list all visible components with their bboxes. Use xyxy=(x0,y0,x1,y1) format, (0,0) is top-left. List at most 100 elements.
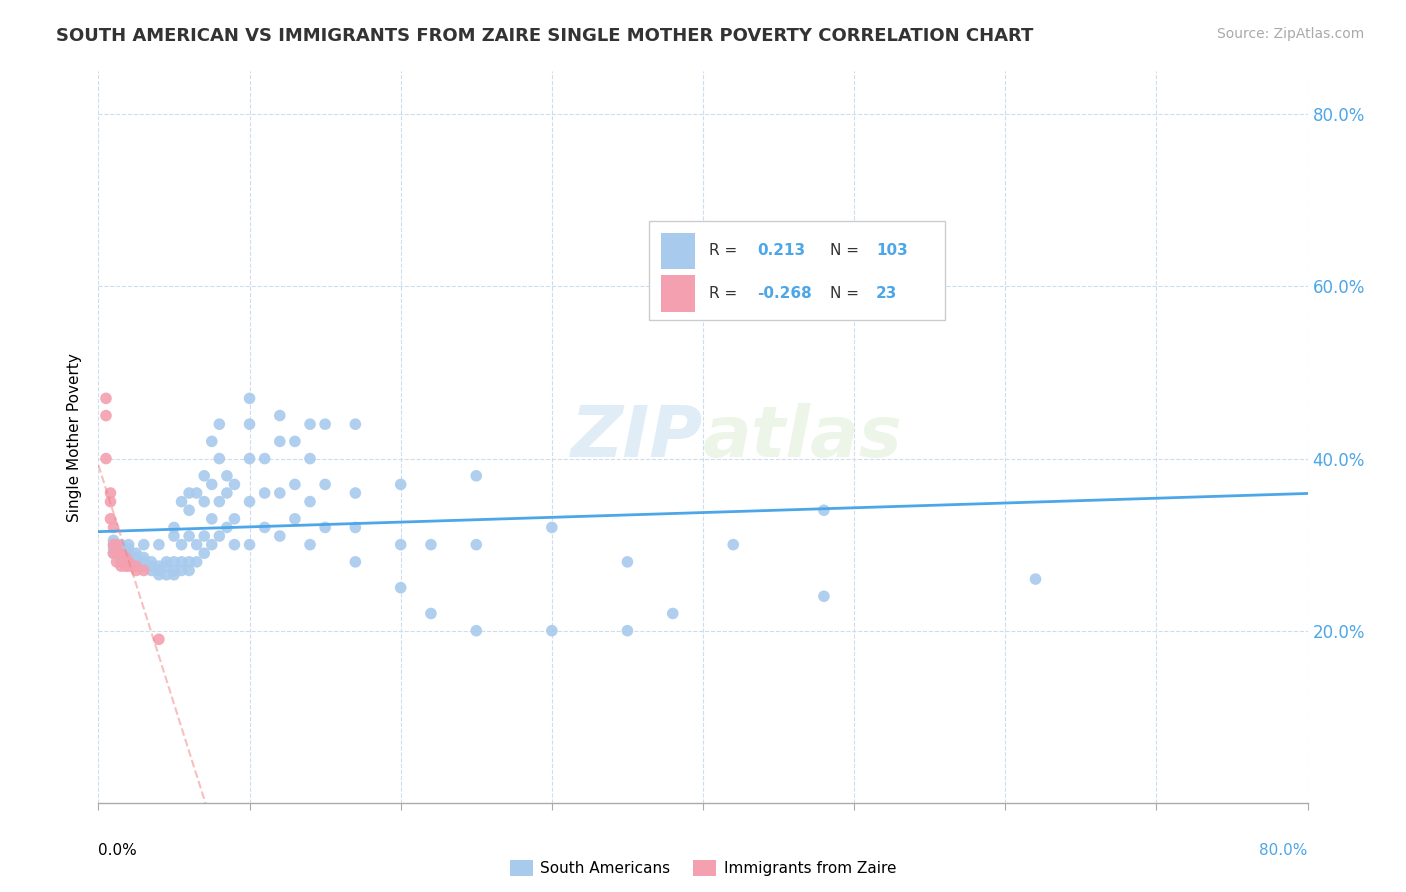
Point xyxy=(253,520,276,534)
Point xyxy=(179,503,201,517)
Text: atlas: atlas xyxy=(703,402,903,472)
Point xyxy=(239,494,262,508)
Y-axis label: Single Mother Poverty: Single Mother Poverty xyxy=(67,352,83,522)
Point xyxy=(148,567,170,582)
Point xyxy=(269,486,291,500)
Point xyxy=(148,632,170,647)
Point xyxy=(170,538,193,552)
Point xyxy=(269,409,291,423)
Point xyxy=(540,520,562,534)
Point xyxy=(253,486,276,500)
Point xyxy=(141,564,163,578)
Point xyxy=(540,624,562,638)
Point xyxy=(284,512,307,526)
Point xyxy=(163,520,186,534)
Bar xyxy=(648,221,945,320)
Point xyxy=(103,538,125,552)
Point xyxy=(170,494,193,508)
Point xyxy=(269,434,291,449)
Point xyxy=(465,468,488,483)
Point xyxy=(105,538,128,552)
Point xyxy=(132,559,155,574)
Point xyxy=(163,529,186,543)
Point xyxy=(110,559,132,574)
Point xyxy=(155,555,177,569)
Point xyxy=(141,559,163,574)
Point xyxy=(118,541,141,556)
Point xyxy=(224,477,246,491)
Point xyxy=(201,512,224,526)
Point xyxy=(215,520,238,534)
Point xyxy=(186,555,208,569)
Point xyxy=(284,477,307,491)
Point xyxy=(100,486,122,500)
Point xyxy=(813,589,835,603)
Text: 103: 103 xyxy=(876,244,908,259)
Point xyxy=(201,477,224,491)
Point xyxy=(465,624,488,638)
Text: ZIP: ZIP xyxy=(571,402,703,472)
Text: Source: ZipAtlas.com: Source: ZipAtlas.com xyxy=(1216,27,1364,41)
Point xyxy=(179,555,201,569)
Point xyxy=(170,555,193,569)
Point xyxy=(94,451,117,466)
Point xyxy=(103,520,125,534)
Point xyxy=(389,581,412,595)
Point xyxy=(132,550,155,565)
Point xyxy=(110,550,132,565)
Point xyxy=(179,564,201,578)
Point xyxy=(918,227,941,242)
Point xyxy=(163,564,186,578)
Point xyxy=(269,529,291,543)
Point xyxy=(344,520,367,534)
Point xyxy=(132,555,155,569)
Point xyxy=(103,546,125,560)
Text: N =: N = xyxy=(830,244,863,259)
Point xyxy=(103,533,125,548)
Point xyxy=(208,494,231,508)
Point xyxy=(103,541,125,556)
Point xyxy=(344,417,367,432)
Point xyxy=(100,494,122,508)
Point xyxy=(148,564,170,578)
Point xyxy=(114,559,136,574)
Point xyxy=(100,512,122,526)
Legend: South Americans, Immigrants from Zaire: South Americans, Immigrants from Zaire xyxy=(503,855,903,882)
Point xyxy=(723,538,745,552)
Point xyxy=(186,538,208,552)
Point xyxy=(103,538,125,552)
Point xyxy=(215,486,238,500)
Point xyxy=(193,468,215,483)
Point xyxy=(314,477,336,491)
Point xyxy=(299,417,322,432)
Text: -0.268: -0.268 xyxy=(758,286,813,301)
Point xyxy=(125,555,148,569)
Point xyxy=(1024,572,1046,586)
Point xyxy=(208,417,231,432)
Point xyxy=(155,559,177,574)
Point xyxy=(201,538,224,552)
Point xyxy=(125,559,148,574)
Point xyxy=(239,538,262,552)
Point xyxy=(105,555,128,569)
Point xyxy=(389,538,412,552)
Point xyxy=(148,559,170,574)
Point xyxy=(239,451,262,466)
Point xyxy=(284,434,307,449)
Point xyxy=(118,555,141,569)
Point xyxy=(163,555,186,569)
Bar xyxy=(661,275,695,311)
Point xyxy=(314,417,336,432)
Point xyxy=(813,503,835,517)
Point xyxy=(125,559,148,574)
Text: 0.213: 0.213 xyxy=(758,244,806,259)
Point xyxy=(344,486,367,500)
Point xyxy=(179,529,201,543)
Point xyxy=(465,538,488,552)
Point xyxy=(110,546,132,560)
Point xyxy=(170,564,193,578)
Bar xyxy=(661,233,695,269)
Point xyxy=(114,550,136,565)
Point xyxy=(125,546,148,560)
Point xyxy=(186,486,208,500)
